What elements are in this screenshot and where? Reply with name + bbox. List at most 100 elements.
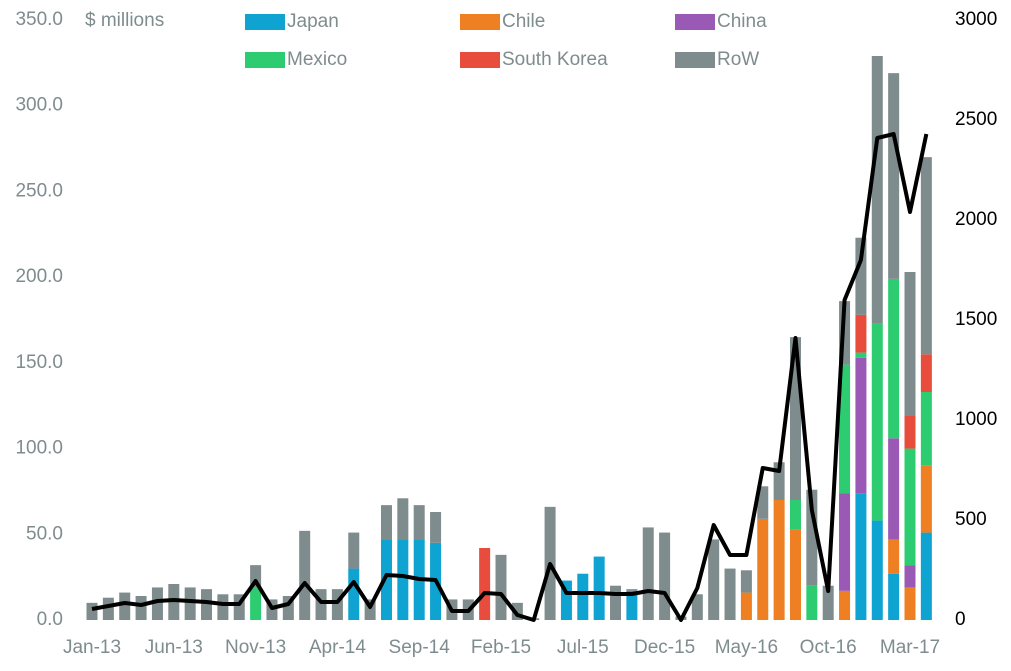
bar-segment: [364, 599, 376, 620]
x-tick-label: Feb-15: [471, 637, 531, 658]
bar-segment: [888, 539, 900, 574]
x-tick-label: Dec-15: [634, 637, 695, 658]
x-tick-label: Jun-13: [145, 637, 203, 658]
bar-segment: [920, 392, 932, 466]
bar-segment: [184, 587, 196, 620]
legend-swatch: [245, 14, 285, 30]
y-axis-label: $ millions: [85, 10, 164, 31]
bar-segment: [217, 594, 229, 620]
y-tick-label: 200.0: [15, 266, 63, 287]
bar-segment: [789, 529, 801, 620]
y2-tick-label: 1000: [955, 409, 997, 430]
bar-segment: [233, 594, 245, 620]
bar-segment: [855, 493, 867, 620]
y2-tick-label: 500: [955, 509, 987, 530]
bar-segment: [642, 527, 654, 620]
bar-segment: [839, 590, 851, 620]
bar-segment: [201, 589, 213, 620]
y-tick-label: 150.0: [15, 352, 63, 373]
legend-label: Japan: [287, 11, 339, 32]
bar-segment: [250, 587, 262, 620]
bar-segment: [102, 597, 114, 620]
bar-segment: [560, 580, 572, 620]
bar-segment: [904, 565, 916, 588]
bar-segment: [708, 539, 720, 620]
bar-segment: [740, 592, 752, 620]
bar-segment: [789, 337, 801, 500]
bar-segment: [724, 568, 736, 620]
bar-segment: [331, 589, 343, 620]
x-tick-label: Apr-14: [309, 637, 366, 658]
y-tick-label: 100.0: [15, 438, 63, 459]
y-tick-label: 350.0: [15, 9, 63, 30]
y-tick-label: 50.0: [26, 523, 63, 544]
bar-segment: [806, 489, 818, 586]
bar-segment: [806, 585, 818, 620]
bar-segment: [610, 585, 622, 620]
bar-segment: [888, 73, 900, 279]
bar-segment: [86, 602, 98, 620]
bar-segment: [413, 505, 425, 540]
bar-segment: [348, 532, 360, 569]
bar-segment: [757, 486, 769, 519]
bar-segment: [855, 237, 867, 315]
bar-segment: [920, 157, 932, 355]
legend-swatch: [460, 14, 500, 30]
legend-label: Chile: [502, 11, 545, 32]
legend-label: China: [717, 11, 767, 32]
bar-segment: [920, 532, 932, 620]
y2-tick-label: 1500: [955, 309, 997, 330]
legend-label: Mexico: [287, 49, 347, 70]
bar-segment: [315, 589, 327, 620]
x-tick-label: Jan-13: [63, 637, 121, 658]
bar-segment: [920, 354, 932, 392]
y2-tick-label: 0: [955, 609, 966, 630]
y2-tick-label: 3000: [955, 9, 997, 30]
line: [91, 132, 929, 622]
bar-segment: [397, 539, 409, 620]
x-tick-label: Sep-14: [389, 637, 451, 658]
bar-segment: [855, 357, 867, 494]
bar-segment: [888, 438, 900, 540]
bar-segment: [904, 448, 916, 566]
bar-segment: [888, 278, 900, 439]
bar-segment: [577, 573, 589, 620]
legend-label: South Korea: [502, 49, 608, 70]
bar-segment: [380, 539, 392, 620]
bar-segment: [839, 364, 851, 494]
y-tick-label: 250.0: [15, 180, 63, 201]
bar-segment: [380, 505, 392, 540]
bar-segment: [593, 556, 605, 620]
bar-segment: [348, 568, 360, 620]
y2-tick-label: 2500: [955, 109, 997, 130]
bar-segment: [691, 594, 703, 620]
bar-segment: [888, 573, 900, 620]
bar-segment: [904, 416, 916, 449]
bar-segment: [789, 500, 801, 530]
x-tick-label: Jul-15: [557, 637, 609, 658]
bar-segment: [397, 498, 409, 540]
bar-segment: [871, 323, 883, 521]
x-tick-label: Nov-13: [225, 637, 286, 658]
bar-segment: [151, 587, 163, 620]
bar-segment: [839, 493, 851, 591]
bar-segment: [479, 548, 491, 620]
legend-label: RoW: [717, 49, 759, 70]
bar-segment: [822, 585, 834, 620]
bar-segment: [626, 590, 638, 620]
y2-tick-label: 2000: [955, 209, 997, 230]
bar-segment: [659, 532, 671, 620]
bar-segment: [626, 589, 638, 591]
legend-swatch: [460, 52, 500, 68]
x-tick-label: May-16: [715, 637, 778, 658]
bar-segment: [135, 596, 147, 620]
y-tick-label: 300.0: [15, 95, 63, 116]
x-tick-label: Oct-16: [800, 637, 857, 658]
legend-swatch: [245, 52, 285, 68]
bar-segment: [904, 272, 916, 416]
bar-segment: [495, 554, 507, 620]
bar-segment: [299, 530, 311, 620]
x-tick-label: Mar-17: [880, 637, 940, 658]
bar-segment: [511, 602, 523, 620]
